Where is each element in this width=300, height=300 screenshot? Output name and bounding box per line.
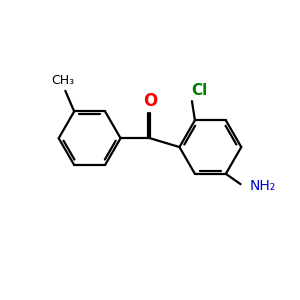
Text: NH₂: NH₂ bbox=[249, 178, 276, 193]
Text: Cl: Cl bbox=[191, 83, 207, 98]
Text: O: O bbox=[143, 92, 157, 110]
Text: CH₃: CH₃ bbox=[51, 74, 74, 87]
